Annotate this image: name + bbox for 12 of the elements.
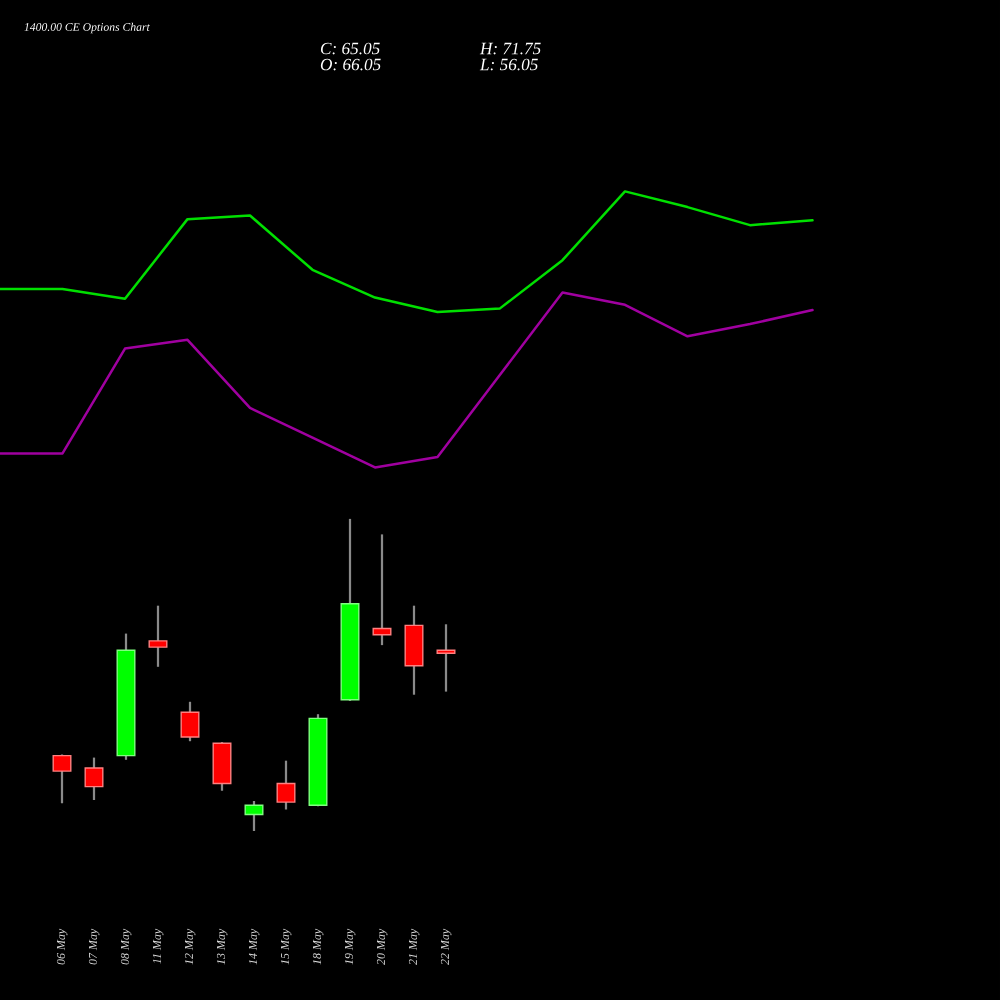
text: O: 66.05 [320,58,381,71]
candlestick [212,742,232,791]
candlestick [52,754,72,804]
candlestick [84,757,104,801]
candlestick [404,605,424,695]
text: H: 71.75 [479,42,541,55]
text: L: 56.05 [479,58,538,71]
text: C: 65.05 [320,42,380,55]
candlestick [148,605,168,667]
candlestick [244,800,264,832]
candlestick [276,760,296,810]
candlestick [180,701,200,742]
